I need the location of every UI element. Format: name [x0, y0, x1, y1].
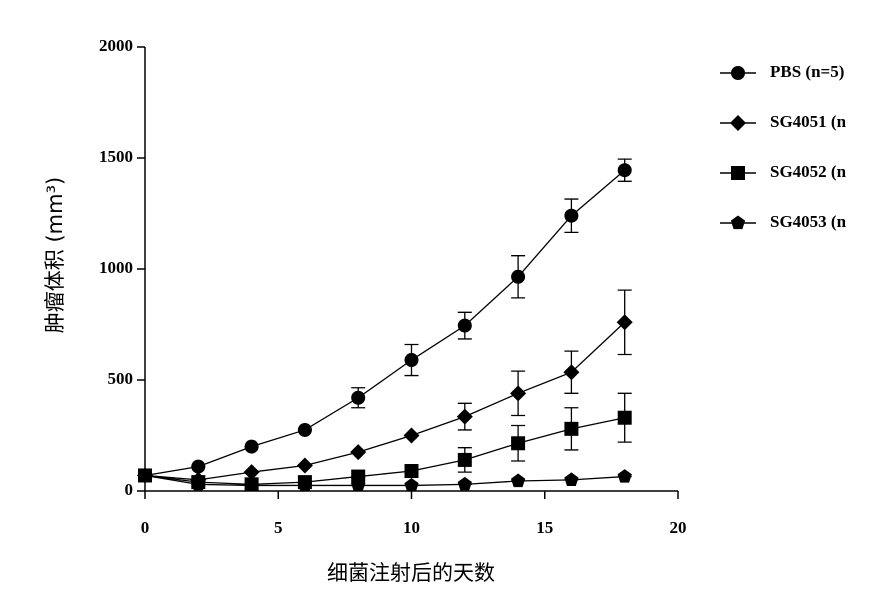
marker — [564, 422, 578, 436]
marker — [405, 464, 419, 478]
marker — [351, 391, 365, 405]
series-line — [145, 170, 625, 475]
marker — [564, 472, 578, 486]
x-tick-label: 0 — [141, 518, 150, 537]
marker — [618, 163, 632, 177]
series-line — [145, 322, 625, 480]
marker — [564, 209, 578, 223]
y-tick-label: 1000 — [99, 258, 133, 277]
marker — [458, 319, 472, 333]
marker — [405, 353, 419, 367]
y-tick-label: 2000 — [99, 36, 133, 55]
marker — [510, 385, 526, 401]
x-tick-label: 15 — [536, 518, 553, 537]
marker — [298, 423, 312, 437]
x-tick-label: 10 — [403, 518, 420, 537]
legend-label: PBS (n=5) — [770, 62, 844, 81]
legend-label: SG4052 (n — [770, 162, 847, 181]
marker — [511, 474, 525, 488]
y-tick-label: 500 — [108, 369, 134, 388]
marker — [297, 457, 313, 473]
marker — [731, 166, 745, 180]
marker — [458, 453, 472, 467]
marker — [404, 428, 420, 444]
marker — [457, 409, 473, 425]
marker — [511, 270, 525, 284]
y-tick-label: 1500 — [99, 147, 133, 166]
marker — [404, 478, 418, 492]
marker — [511, 436, 525, 450]
series-line — [145, 418, 625, 485]
marker — [730, 115, 746, 131]
legend-label: SG4053 (n — [770, 212, 847, 231]
x-tick-label: 20 — [670, 518, 687, 537]
marker — [618, 469, 632, 483]
legend-label: SG4051 (n — [770, 112, 847, 131]
marker — [731, 216, 745, 230]
marker — [350, 444, 366, 460]
marker — [731, 66, 745, 80]
y-tick-label: 0 — [125, 480, 134, 499]
x-axis-label: 细菌注射后的天数 — [327, 561, 495, 585]
y-axis-label: 肿瘤体积 (mm³) — [43, 177, 67, 333]
marker — [618, 411, 632, 425]
marker — [458, 477, 472, 491]
marker — [245, 440, 259, 454]
x-tick-label: 5 — [274, 518, 283, 537]
marker — [191, 460, 205, 474]
